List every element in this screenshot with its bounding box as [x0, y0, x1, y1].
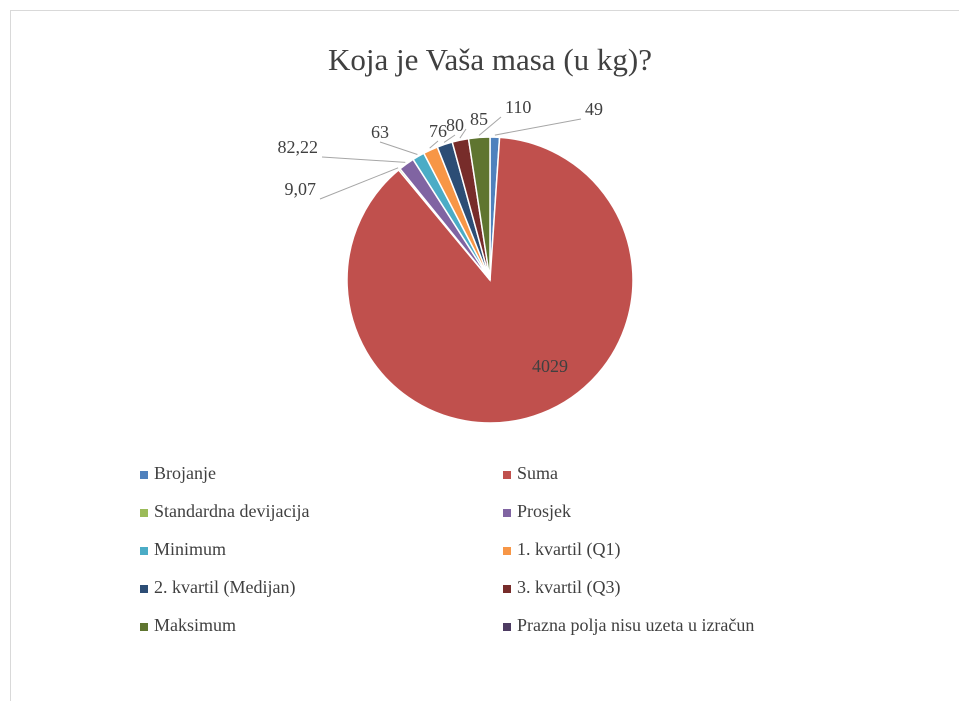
data-label: 80 — [446, 115, 464, 135]
data-label: 63 — [371, 122, 389, 142]
chart-title: Koja je Vaša masa (u kg)? — [328, 42, 652, 77]
pie-slice — [346, 136, 634, 424]
leader-line — [494, 118, 582, 136]
legend-swatch — [503, 623, 511, 631]
legend-swatch — [140, 547, 148, 555]
chart-frame — [10, 10, 959, 701]
legend-label: 2. kvartil (Medijan) — [154, 577, 295, 598]
legend-swatch — [503, 509, 511, 517]
legend-swatch — [503, 471, 511, 479]
leader-line — [379, 141, 418, 155]
pie-slice — [467, 136, 491, 281]
leader-line — [321, 156, 406, 163]
legend-label: Standardna devijacija — [154, 501, 309, 521]
legend-label: Suma — [517, 463, 558, 483]
legend-label: 3. kvartil (Q3) — [517, 577, 620, 598]
legend-label: Maksimum — [154, 615, 236, 635]
legend-swatch — [140, 509, 148, 517]
data-label: 76 — [429, 121, 447, 141]
leader-line — [478, 116, 502, 136]
data-label: 82,22 — [278, 137, 319, 157]
legend-label: 1. kvartil (Q1) — [517, 539, 620, 560]
data-label: 49 — [585, 99, 603, 119]
leader-line — [429, 140, 439, 149]
leader-line — [319, 167, 399, 200]
legend-label: Prazna polja nisu uzeta u izračun — [517, 615, 754, 635]
legend-swatch — [140, 623, 148, 631]
data-label: 4029 — [532, 356, 568, 376]
legend-label: Brojanje — [154, 463, 216, 483]
legend-swatch — [503, 585, 511, 593]
legend-label: Minimum — [154, 539, 226, 559]
leader-line — [443, 134, 456, 143]
leader-line — [459, 128, 467, 139]
legend-label: Prosjek — [517, 501, 571, 521]
legend-swatch — [140, 471, 148, 479]
data-label: 85 — [470, 109, 488, 129]
legend-swatch — [503, 547, 511, 555]
data-label: 9,07 — [285, 179, 317, 199]
legend-swatch — [140, 585, 148, 593]
data-label: 110 — [505, 97, 531, 117]
